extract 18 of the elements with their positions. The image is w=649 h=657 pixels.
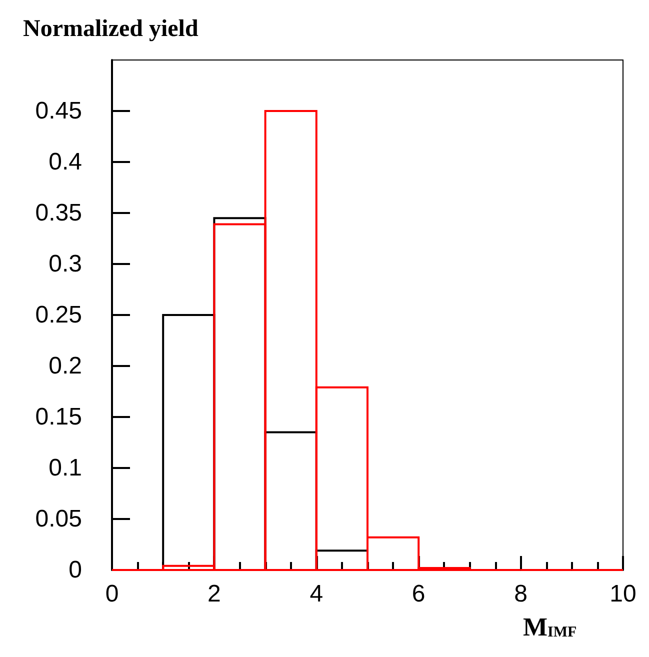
x-tick-label: 0 [105,580,119,608]
y-tick-label: 0.4 [48,148,82,176]
y-tick-label: 0.1 [48,454,82,482]
y-tick-label: 0.2 [48,352,82,380]
y-tick-label: 0 [68,556,82,584]
x-tick-label: 10 [610,580,636,608]
x-tick-label: 4 [310,580,324,608]
y-tick-label: 0.05 [35,506,82,532]
x-axis-title: MIMF [523,612,577,642]
y-tick-label: 0.35 [35,200,82,226]
x-tick-label: 6 [412,580,426,608]
x-tick-label: 2 [208,580,221,608]
y-tick-label: 0.3 [48,250,82,278]
y-tick-label: 0.15 [35,404,82,430]
chart-title: Normalized yield [23,16,199,42]
x-tick-label: 8 [514,580,528,608]
y-tick-label: 0.45 [35,98,82,124]
y-tick-label: 0.25 [35,302,82,328]
